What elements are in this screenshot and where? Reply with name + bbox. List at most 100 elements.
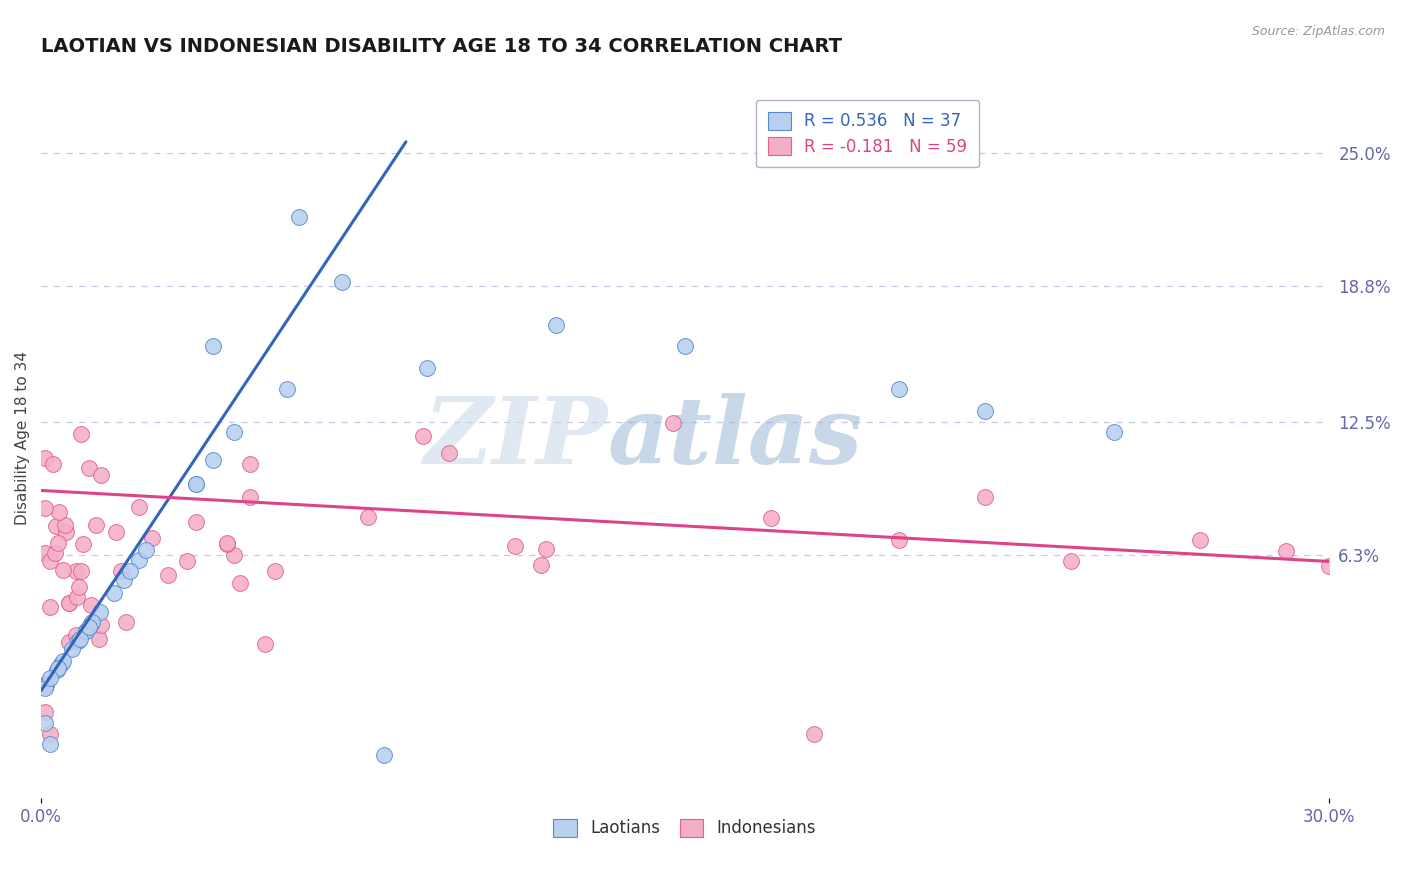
Text: atlas: atlas: [607, 392, 863, 483]
Point: [60, 642, 83, 657]
Point: [503, 539, 526, 553]
Point: [39, 671, 62, 685]
Point: [120, 564, 142, 578]
Point: [974, 404, 997, 418]
Point: [38, 737, 60, 751]
Point: [34, 546, 56, 560]
Point: [39, 600, 62, 615]
Point: [114, 615, 136, 630]
Point: [53, 518, 76, 533]
Point: [662, 416, 685, 430]
Point: [38, 726, 60, 740]
Point: [803, 726, 825, 740]
Point: [974, 490, 997, 504]
Point: [889, 533, 911, 547]
Point: [215, 537, 238, 551]
Point: [58, 634, 80, 648]
Point: [67, 633, 90, 648]
Point: [77, 620, 100, 634]
Point: [75, 624, 97, 638]
Point: [759, 511, 782, 525]
Point: [34, 715, 56, 730]
Point: [80, 617, 103, 632]
Point: [110, 564, 132, 578]
Text: ZIP: ZIP: [423, 392, 607, 483]
Point: [176, 554, 198, 568]
Point: [65, 564, 87, 578]
Point: [1102, 425, 1125, 440]
Point: [46, 661, 69, 675]
Point: [84, 518, 107, 533]
Point: [51, 657, 73, 671]
Point: [217, 535, 239, 549]
Point: [79, 599, 101, 613]
Point: [39, 554, 62, 568]
Point: [58, 596, 80, 610]
Point: [48, 505, 70, 519]
Point: [34, 705, 56, 719]
Point: [42, 457, 65, 471]
Point: [65, 628, 87, 642]
Point: [202, 453, 225, 467]
Point: [412, 429, 434, 443]
Point: [35, 677, 58, 691]
Point: [34, 678, 56, 692]
Point: [416, 360, 439, 375]
Point: [437, 446, 460, 460]
Point: [534, 541, 557, 556]
Point: [90, 617, 112, 632]
Legend: Laotians, Indonesians: Laotians, Indonesians: [547, 812, 823, 844]
Point: [186, 515, 208, 529]
Point: [546, 318, 568, 332]
Point: [44, 546, 66, 560]
Point: [1274, 543, 1296, 558]
Point: [201, 339, 224, 353]
Point: [373, 748, 395, 763]
Point: [90, 467, 112, 482]
Point: [184, 477, 207, 491]
Point: [222, 548, 245, 562]
Point: [72, 537, 94, 551]
Point: [224, 425, 246, 440]
Point: [1317, 558, 1340, 573]
Point: [52, 563, 75, 577]
Point: [79, 460, 101, 475]
Point: [58, 596, 80, 610]
Point: [69, 632, 91, 646]
Point: [34, 500, 56, 515]
Point: [357, 510, 380, 524]
Point: [1060, 554, 1083, 568]
Point: [239, 490, 262, 504]
Point: [239, 457, 262, 471]
Point: [1188, 533, 1211, 547]
Point: [112, 573, 135, 587]
Text: LAOTIAN VS INDONESIAN DISABILITY AGE 18 TO 34 CORRELATION CHART: LAOTIAN VS INDONESIAN DISABILITY AGE 18 …: [41, 37, 842, 56]
Point: [103, 585, 125, 599]
Point: [45, 663, 67, 677]
Point: [34, 451, 56, 466]
Point: [55, 524, 77, 539]
Y-axis label: Disability Age 18 to 34: Disability Age 18 to 34: [15, 351, 30, 524]
Point: [287, 210, 309, 224]
Point: [52, 654, 75, 668]
Point: [276, 382, 298, 396]
Point: [135, 543, 157, 558]
Point: [128, 500, 150, 515]
Point: [48, 536, 70, 550]
Point: [105, 524, 128, 539]
Point: [89, 632, 111, 646]
Point: [70, 427, 93, 442]
Point: [228, 575, 250, 590]
Point: [184, 476, 207, 491]
Point: [89, 605, 111, 619]
Point: [141, 531, 163, 545]
Point: [530, 558, 553, 572]
Point: [330, 275, 353, 289]
Point: [35, 677, 58, 691]
Point: [75, 624, 97, 638]
Point: [66, 590, 89, 604]
Point: [673, 339, 696, 353]
Point: [157, 567, 180, 582]
Point: [70, 564, 93, 578]
Point: [45, 519, 67, 533]
